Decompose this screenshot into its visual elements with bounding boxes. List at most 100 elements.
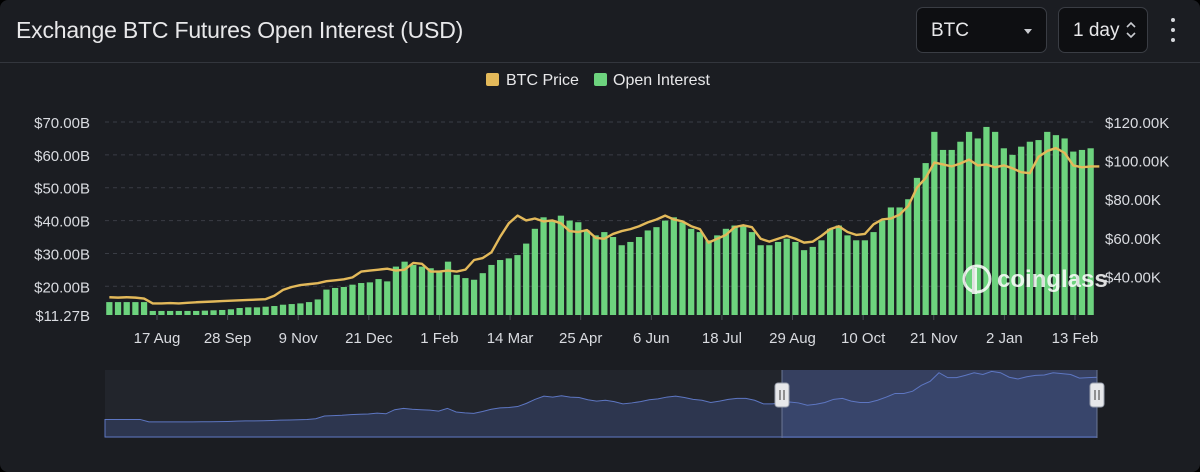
legend-item-btc-price[interactable]: BTC Price [486,72,579,89]
open-interest-bar[interactable] [922,163,929,315]
open-interest-bar[interactable] [1052,135,1060,315]
open-interest-bar[interactable] [262,306,269,315]
open-interest-bar[interactable] [358,283,365,315]
open-interest-bar[interactable] [800,250,808,315]
open-interest-bar[interactable] [1000,148,1007,315]
open-interest-bar[interactable] [861,240,868,315]
open-interest-bar[interactable] [1070,151,1077,315]
open-interest-bar[interactable] [783,238,790,315]
open-interest-bar[interactable] [505,258,512,315]
open-interest-bar[interactable] [1018,146,1025,315]
open-interest-bar[interactable] [462,278,469,315]
open-interest-bar[interactable] [992,131,999,315]
open-interest-bar[interactable] [245,307,252,315]
open-interest-bar[interactable] [714,235,721,315]
open-interest-bar[interactable] [114,302,122,315]
open-interest-bar[interactable] [731,225,738,315]
open-interest-bar[interactable] [688,228,695,315]
open-interest-bar[interactable] [470,279,478,315]
open-interest-bar[interactable] [253,307,261,315]
open-interest-bar[interactable] [1026,141,1033,315]
open-interest-bar[interactable] [392,266,400,315]
open-interest-bar[interactable] [479,273,486,315]
open-interest-bar[interactable] [670,217,677,315]
open-interest-bar[interactable] [609,237,617,315]
open-interest-bar[interactable] [766,245,773,315]
open-interest-bar[interactable] [844,235,851,315]
open-interest-bar[interactable] [149,310,156,315]
open-interest-bar[interactable] [575,222,582,315]
open-interest-bar[interactable] [227,309,235,315]
open-interest-bar[interactable] [236,308,243,315]
open-interest-bar[interactable] [158,310,165,315]
open-interest-bar[interactable] [427,268,434,315]
open-interest-bar[interactable] [540,217,547,315]
open-interest-bar[interactable] [757,245,764,315]
open-interest-bar[interactable] [488,264,495,315]
open-interest-bar[interactable] [948,149,955,315]
open-interest-bar[interactable] [297,303,304,315]
open-interest-bar[interactable] [323,289,330,315]
open-interest-bar[interactable] [271,306,278,315]
open-interest-bar[interactable] [167,310,174,315]
open-interest-bar[interactable] [618,245,625,315]
open-interest-bar[interactable] [601,232,608,315]
open-interest-bar[interactable] [653,227,660,315]
open-interest-bar[interactable] [123,302,130,315]
open-interest-bar[interactable] [132,302,139,315]
open-interest-bar[interactable] [740,225,747,315]
open-interest-bar[interactable] [497,260,504,315]
open-interest-bar[interactable] [444,261,452,315]
open-interest-bar[interactable] [1061,138,1068,315]
open-interest-bar[interactable] [1035,140,1042,315]
range-navigator[interactable] [104,370,1105,438]
open-interest-bar[interactable] [983,126,990,316]
open-interest-bar[interactable] [913,177,921,315]
open-interest-bar[interactable] [384,281,391,315]
open-interest-bar[interactable] [957,141,964,315]
open-interest-bar[interactable] [184,310,191,315]
open-interest-bar[interactable] [557,215,565,315]
open-interest-bar[interactable] [696,232,703,315]
open-interest-bar[interactable] [375,279,382,315]
open-interest-bar[interactable] [662,220,669,315]
open-interest-bar[interactable] [853,240,860,315]
open-interest-bar[interactable] [193,310,200,315]
open-interest-bar[interactable] [210,310,217,315]
open-interest-bar[interactable] [453,274,460,315]
open-interest-bar[interactable] [931,131,938,315]
open-interest-bar[interactable] [279,304,287,315]
open-interest-bar[interactable] [201,310,208,315]
open-interest-bar[interactable] [1044,131,1051,315]
open-interest-bar[interactable] [792,241,799,315]
open-interest-bar[interactable] [106,302,113,315]
open-interest-bar[interactable] [140,302,148,315]
open-interest-bar[interactable] [436,271,443,315]
open-interest-bar[interactable] [627,241,634,315]
open-interest-bar[interactable] [879,220,886,315]
open-interest-bar[interactable] [774,241,782,315]
open-interest-bar[interactable] [705,240,712,315]
open-interest-bar[interactable] [305,302,313,315]
open-interest-bar[interactable] [896,207,903,315]
open-interest-bar[interactable] [1009,154,1016,315]
navigator-handle-left[interactable] [774,382,790,408]
open-interest-bar[interactable] [366,282,373,315]
open-interest-bar[interactable] [531,228,538,315]
open-interest-bar[interactable] [332,287,339,315]
open-interest-bar[interactable] [549,220,556,315]
open-interest-bar[interactable] [401,261,408,315]
open-interest-bar[interactable] [809,246,816,315]
open-interest-bar[interactable] [514,255,521,315]
open-interest-bar[interactable] [219,309,226,315]
open-interest-bar[interactable] [175,310,182,315]
open-interest-bar[interactable] [974,138,981,315]
open-interest-bar[interactable] [835,225,842,315]
open-interest-bar[interactable] [644,230,651,315]
open-interest-bar[interactable] [566,220,573,315]
interval-select[interactable]: 1 day [1058,7,1148,53]
open-interest-bar[interactable] [827,228,834,315]
open-interest-bar[interactable] [288,304,295,315]
open-interest-bar[interactable] [410,264,417,315]
open-interest-bar[interactable] [905,199,912,315]
